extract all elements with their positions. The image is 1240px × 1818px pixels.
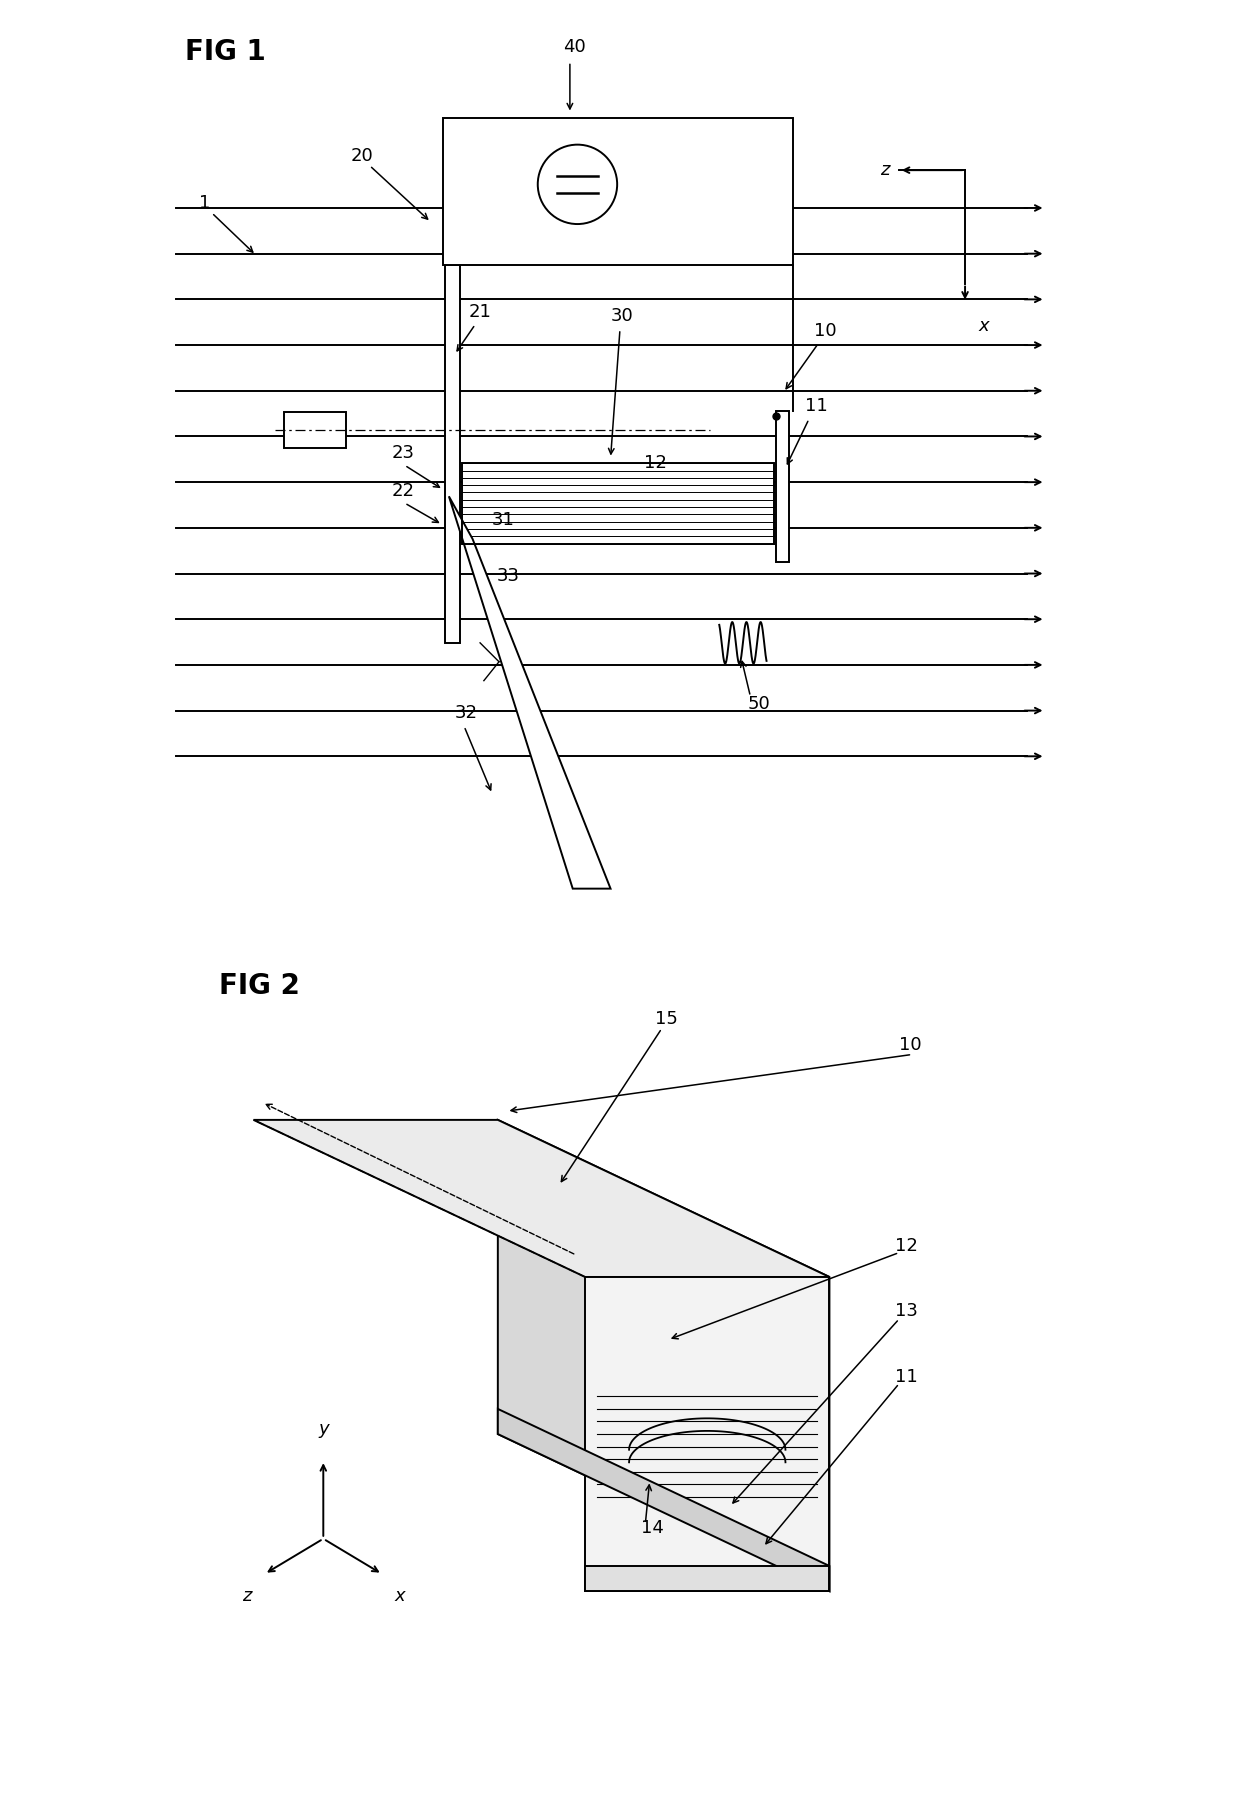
Polygon shape bbox=[445, 265, 460, 644]
Text: 11: 11 bbox=[895, 1367, 918, 1385]
Text: x: x bbox=[978, 316, 990, 335]
Text: 1: 1 bbox=[200, 195, 211, 213]
Polygon shape bbox=[776, 411, 789, 562]
Text: y: y bbox=[317, 1420, 329, 1438]
Polygon shape bbox=[585, 1276, 830, 1591]
Text: 12: 12 bbox=[644, 454, 667, 473]
Text: 12: 12 bbox=[895, 1236, 918, 1254]
Text: 50: 50 bbox=[748, 694, 770, 713]
Text: z: z bbox=[880, 162, 889, 180]
Circle shape bbox=[538, 145, 618, 224]
Text: 11: 11 bbox=[805, 396, 828, 415]
Polygon shape bbox=[253, 1120, 830, 1276]
Text: 31: 31 bbox=[491, 511, 515, 529]
Text: FIG 1: FIG 1 bbox=[185, 38, 265, 65]
Polygon shape bbox=[284, 413, 346, 447]
Text: 20: 20 bbox=[351, 147, 373, 165]
Polygon shape bbox=[585, 1565, 830, 1591]
Polygon shape bbox=[449, 496, 610, 889]
Text: 22: 22 bbox=[392, 482, 414, 500]
Text: 32: 32 bbox=[455, 704, 477, 722]
Polygon shape bbox=[443, 118, 794, 265]
Text: x: x bbox=[394, 1587, 405, 1605]
Polygon shape bbox=[497, 1409, 830, 1591]
Text: 21: 21 bbox=[469, 302, 491, 320]
Text: 10: 10 bbox=[813, 322, 837, 340]
Text: 40: 40 bbox=[563, 38, 587, 56]
Text: 30: 30 bbox=[610, 307, 634, 325]
Text: 15: 15 bbox=[655, 1009, 678, 1027]
Polygon shape bbox=[497, 1120, 830, 1591]
Text: 10: 10 bbox=[899, 1036, 921, 1054]
Text: FIG 2: FIG 2 bbox=[218, 971, 300, 1000]
Text: z: z bbox=[242, 1587, 252, 1605]
Text: 23: 23 bbox=[392, 444, 414, 462]
Text: 14: 14 bbox=[641, 1518, 663, 1536]
Text: 13: 13 bbox=[895, 1302, 918, 1320]
Polygon shape bbox=[463, 464, 774, 544]
Text: 33: 33 bbox=[497, 567, 520, 585]
